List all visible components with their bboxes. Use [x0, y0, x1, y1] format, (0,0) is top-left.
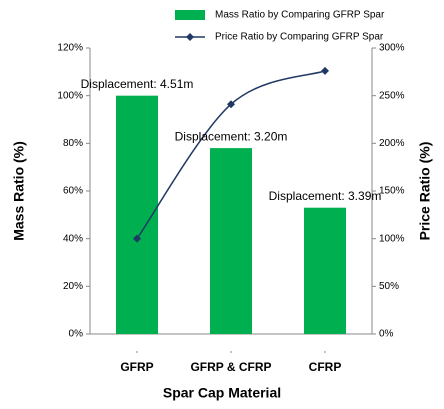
y-axis-title: Mass Ratio (%): [11, 141, 27, 241]
legend-swatch: [175, 10, 205, 20]
y-tick-label: 100%: [57, 90, 83, 101]
y-tick-label: 40%: [63, 233, 83, 244]
annotation: Displacement: 3.20m: [175, 129, 288, 143]
bar: [304, 207, 346, 334]
y2-tick-label: 50%: [379, 281, 399, 292]
x-tick-label: CFRP: [309, 360, 342, 374]
y2-tick-label: 100%: [379, 233, 405, 244]
x-tick-label: GFRP & CFRP: [190, 360, 271, 374]
y2-tick-label: 250%: [379, 90, 405, 101]
y-tick-label: 80%: [63, 138, 83, 149]
y2-tick-label: 300%: [379, 43, 405, 54]
y2-tick-label: 200%: [379, 138, 405, 149]
marker: [133, 234, 141, 243]
y-tick-label: 0%: [69, 329, 84, 340]
marker: [227, 100, 235, 109]
y-tick-label: 120%: [57, 43, 83, 54]
bar: [210, 148, 252, 334]
y2-tick-label: 150%: [379, 186, 405, 197]
y2-axis-title: Price Ratio (%): [417, 142, 433, 241]
marker: [321, 66, 329, 75]
bar: [116, 95, 158, 335]
legend-label: Mass Ratio by Comparing GFRP Spar: [215, 10, 385, 21]
y-tick-label: 20%: [63, 281, 83, 292]
y2-tick-label: 0%: [379, 329, 394, 340]
legend-marker: [186, 33, 194, 41]
annotation: Displacement: 4.51m: [81, 77, 194, 91]
x-axis-title: Spar Cap Material: [163, 385, 281, 401]
annotation: Displacement: 3.39m: [269, 189, 382, 203]
legend-label: Price Ratio by Comparing GFRP Spar: [215, 32, 384, 43]
y-tick-label: 60%: [63, 186, 83, 197]
x-tick-label: GFRP: [120, 360, 153, 374]
